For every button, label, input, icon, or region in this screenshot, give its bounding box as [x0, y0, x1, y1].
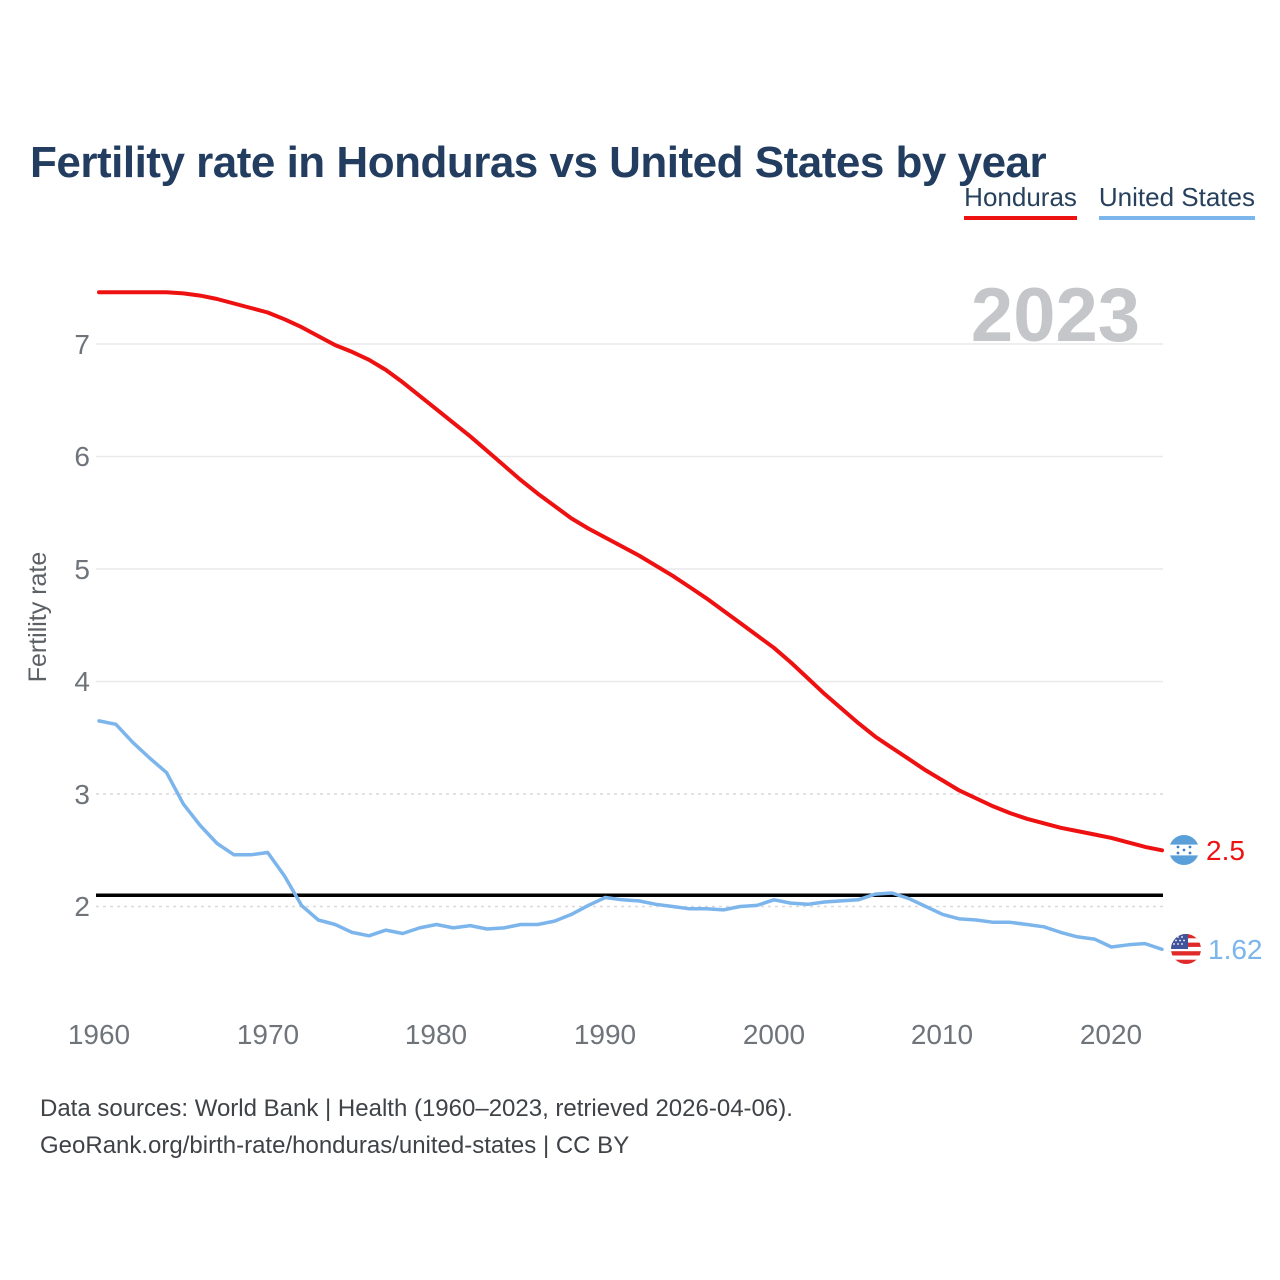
xtick-2020: 2020	[1080, 1019, 1142, 1050]
legend-item-honduras[interactable]: Honduras	[964, 184, 1077, 220]
ytick-3: 3	[74, 779, 90, 810]
xtick-1990: 1990	[574, 1019, 636, 1050]
legend-item-united-states[interactable]: United States	[1098, 184, 1255, 220]
ytick-6: 6	[74, 441, 90, 472]
honduras-flag-icon	[1169, 835, 1199, 865]
us-line	[97, 719, 1164, 952]
ytick-5: 5	[74, 554, 90, 585]
attribution-line: GeoRank.org/birth-rate/honduras/united-s…	[40, 1132, 630, 1159]
ytick-7: 7	[74, 329, 90, 360]
xtick-1980: 1980	[405, 1019, 467, 1050]
honduras-end-value: 2.5	[1206, 835, 1245, 866]
us-flag-icon	[1171, 934, 1201, 964]
ytick-4: 4	[74, 666, 90, 697]
xtick-2010: 2010	[911, 1019, 973, 1050]
watermark-year: 2023	[971, 273, 1140, 358]
xtick-1970: 1970	[237, 1019, 299, 1050]
footer: Data sources: World Bank | Health (1960–…	[40, 1090, 793, 1164]
xtick-1960: 1960	[68, 1019, 130, 1050]
chart-title: Fertility rate in Honduras vs United Sta…	[30, 138, 1047, 188]
y-axis-label: Fertility rate	[24, 552, 52, 683]
ytick-2: 2	[74, 891, 90, 922]
xtick-2000: 2000	[743, 1019, 805, 1050]
legend: Honduras United States	[964, 184, 1255, 220]
us-end-value: 1.62	[1208, 934, 1263, 965]
data-sources-line: Data sources: World Bank | Health (1960–…	[40, 1095, 793, 1122]
honduras-line	[97, 290, 1164, 853]
